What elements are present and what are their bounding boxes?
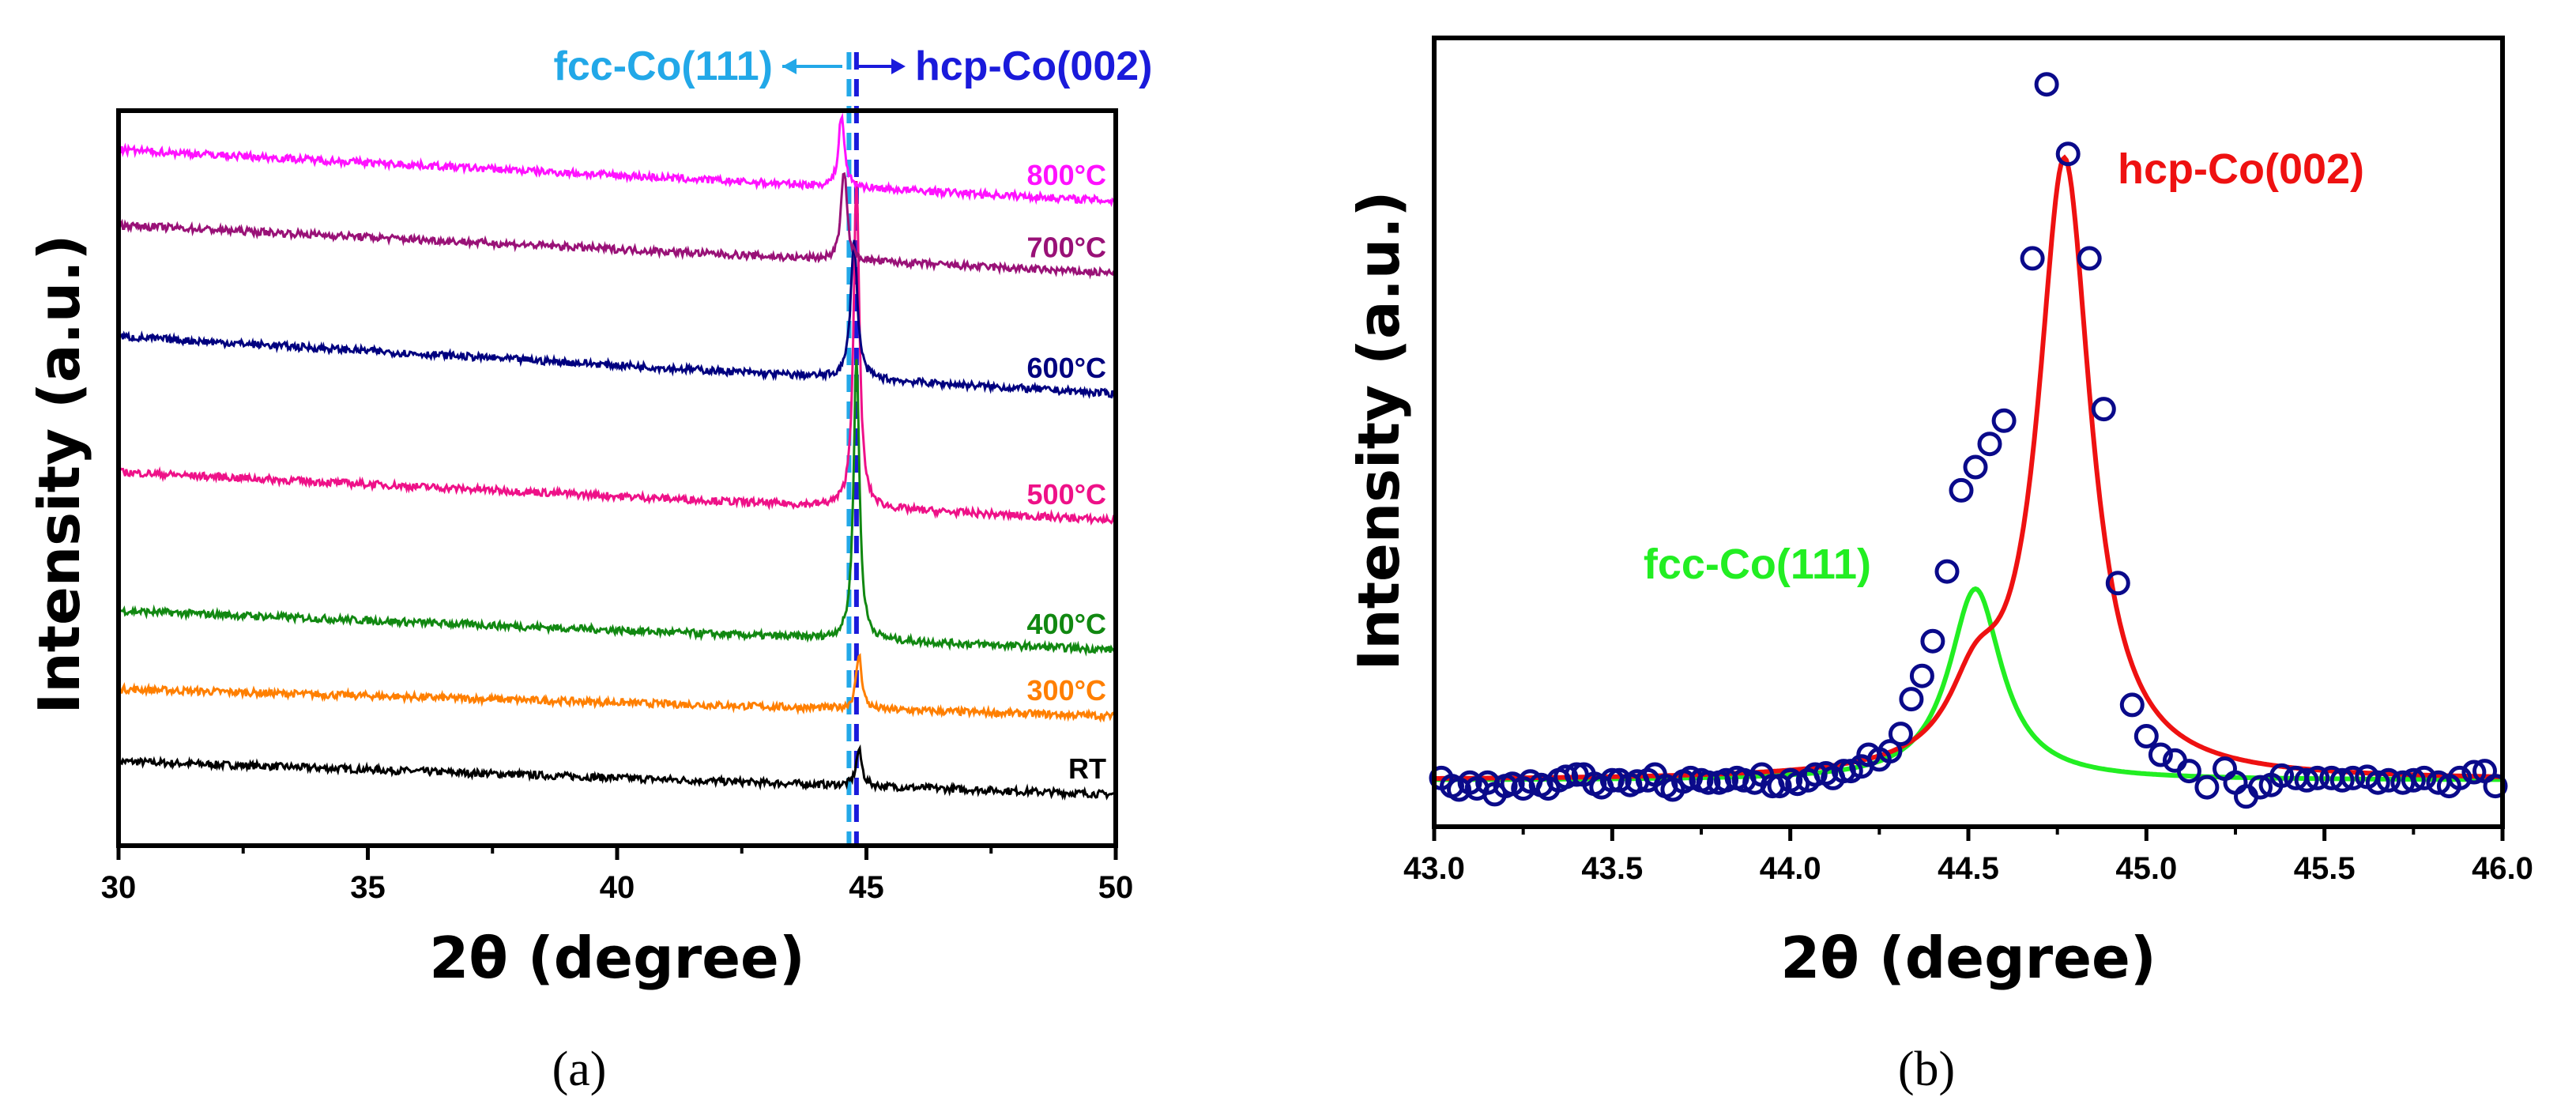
data-point (2294, 767, 2319, 793)
data-point (2269, 763, 2295, 788)
data-point (1554, 764, 1579, 790)
x-tick-label-b: 44.0 (1760, 851, 1821, 886)
x-tick-label-b: 44.5 (1938, 851, 1999, 886)
panel-a: 30 35 40 45 50 RT 300°C 400°C 500°C 600°C 700°C 80… (26, 43, 1152, 1096)
data-point (2020, 246, 2045, 271)
series-line-3 (117, 181, 1117, 526)
data-point (2447, 765, 2472, 790)
series-line-1 (117, 653, 1117, 723)
fit-curve-fcc (1434, 586, 2503, 782)
data-point (1991, 408, 2017, 433)
data-point (1696, 770, 1721, 795)
x-tick-label-a: 35 (350, 870, 386, 905)
data-point (2055, 141, 2081, 167)
data-point (2091, 397, 2116, 422)
data-point (2148, 742, 2173, 767)
data-point (1877, 739, 1903, 764)
series-label-2: 400°C (1027, 608, 1106, 640)
hcp-arrow-head-icon (891, 58, 906, 74)
data-point (1949, 477, 1974, 503)
hcp-peak-label: hcp-Co(002) (2118, 145, 2364, 193)
data-point (1899, 687, 1924, 712)
reference-annotations: fcc-Co(111) hcp-Co(002) (554, 43, 1153, 89)
x-tick-label-b: 46.0 (2472, 851, 2533, 886)
y-axis-title-b: Intensity (a.u.) (1346, 191, 1412, 671)
data-point (2248, 775, 2273, 800)
panel-b: 43.0 43.5 44.0 44.5 45.0 45.5 46.0 fcc-Co(111)… (1346, 36, 2533, 1096)
data-point (2305, 765, 2330, 790)
x-tick-label-b: 43.0 (1403, 851, 1465, 886)
series-line-0 (117, 744, 1117, 801)
series-label-6: 800°C (1027, 159, 1106, 191)
data-point (2077, 246, 2102, 271)
data-point (1934, 559, 1960, 584)
series-label-3: 500°C (1027, 478, 1106, 511)
data-point (2194, 775, 2220, 800)
x-axis-title-a: 2θ (degree) (429, 925, 805, 991)
data-point (2461, 760, 2487, 785)
series-line-5 (118, 172, 1117, 280)
x-tick-label-a: 40 (600, 870, 635, 905)
reference-lines (846, 52, 859, 846)
data-point (1977, 432, 2002, 457)
data-point (2329, 767, 2355, 793)
x-axis-title-b: 2θ (degree) (1780, 925, 2156, 991)
series-label-4: 600°C (1027, 352, 1106, 384)
data-point (1888, 722, 1913, 747)
y-axis-title-a: Intensity (a.u.) (26, 235, 92, 714)
fcc-peak-label: fcc-Co(111) (1644, 541, 1871, 588)
data-point (2483, 774, 2508, 799)
series-line-6 (117, 112, 1117, 208)
caption-a: (a) (552, 1042, 607, 1096)
data-point (1511, 776, 1536, 801)
data-point (2365, 770, 2390, 795)
x-tick-label-b: 45.0 (2115, 851, 2177, 886)
data-point (2401, 767, 2426, 793)
data-point (2105, 571, 2130, 596)
series-label-5: 700°C (1027, 232, 1106, 264)
series-labels: RT 300°C 400°C 500°C 600°C 700°C 800°C (1027, 159, 1106, 785)
series-line-2 (117, 359, 1117, 658)
fit-curve-hcp (1434, 154, 2503, 781)
series-line-4 (118, 239, 1117, 399)
data-point (2176, 759, 2201, 784)
xrd-series-group (117, 112, 1117, 801)
data-point (1714, 767, 1738, 793)
series-label-1: 300°C (1027, 674, 1106, 707)
fcc-reference-label: fcc-Co(111) (554, 43, 773, 89)
x-tick-label-a: 30 (101, 870, 137, 905)
data-point (2119, 692, 2145, 718)
fcc-arrow-head-icon (782, 58, 797, 74)
x-tick-label-b: 45.5 (2294, 851, 2356, 886)
caption-b: (b) (1898, 1042, 1955, 1096)
data-point (1963, 454, 1988, 480)
x-ticks-a: 30 35 40 45 50 (101, 846, 1134, 905)
x-tick-label-b: 43.5 (1581, 851, 1643, 886)
data-point (2341, 765, 2366, 790)
data-point (2412, 765, 2437, 790)
data-point (1802, 762, 1828, 787)
hcp-reference-label: hcp-Co(002) (915, 43, 1152, 89)
series-label-0: RT (1068, 752, 1106, 785)
fit-curves (1434, 154, 2503, 782)
x-ticks-b: 43.0 43.5 44.0 44.5 45.0 45.5 46.0 (1403, 827, 2533, 886)
data-point (2034, 72, 2059, 97)
data-point (2133, 724, 2159, 748)
data-point (2376, 767, 2401, 793)
x-tick-label-a: 45 (849, 870, 884, 905)
data-points (1429, 72, 2508, 809)
x-tick-label-a: 50 (1098, 870, 1134, 905)
data-point (1920, 628, 1945, 654)
data-point (1909, 663, 1934, 688)
